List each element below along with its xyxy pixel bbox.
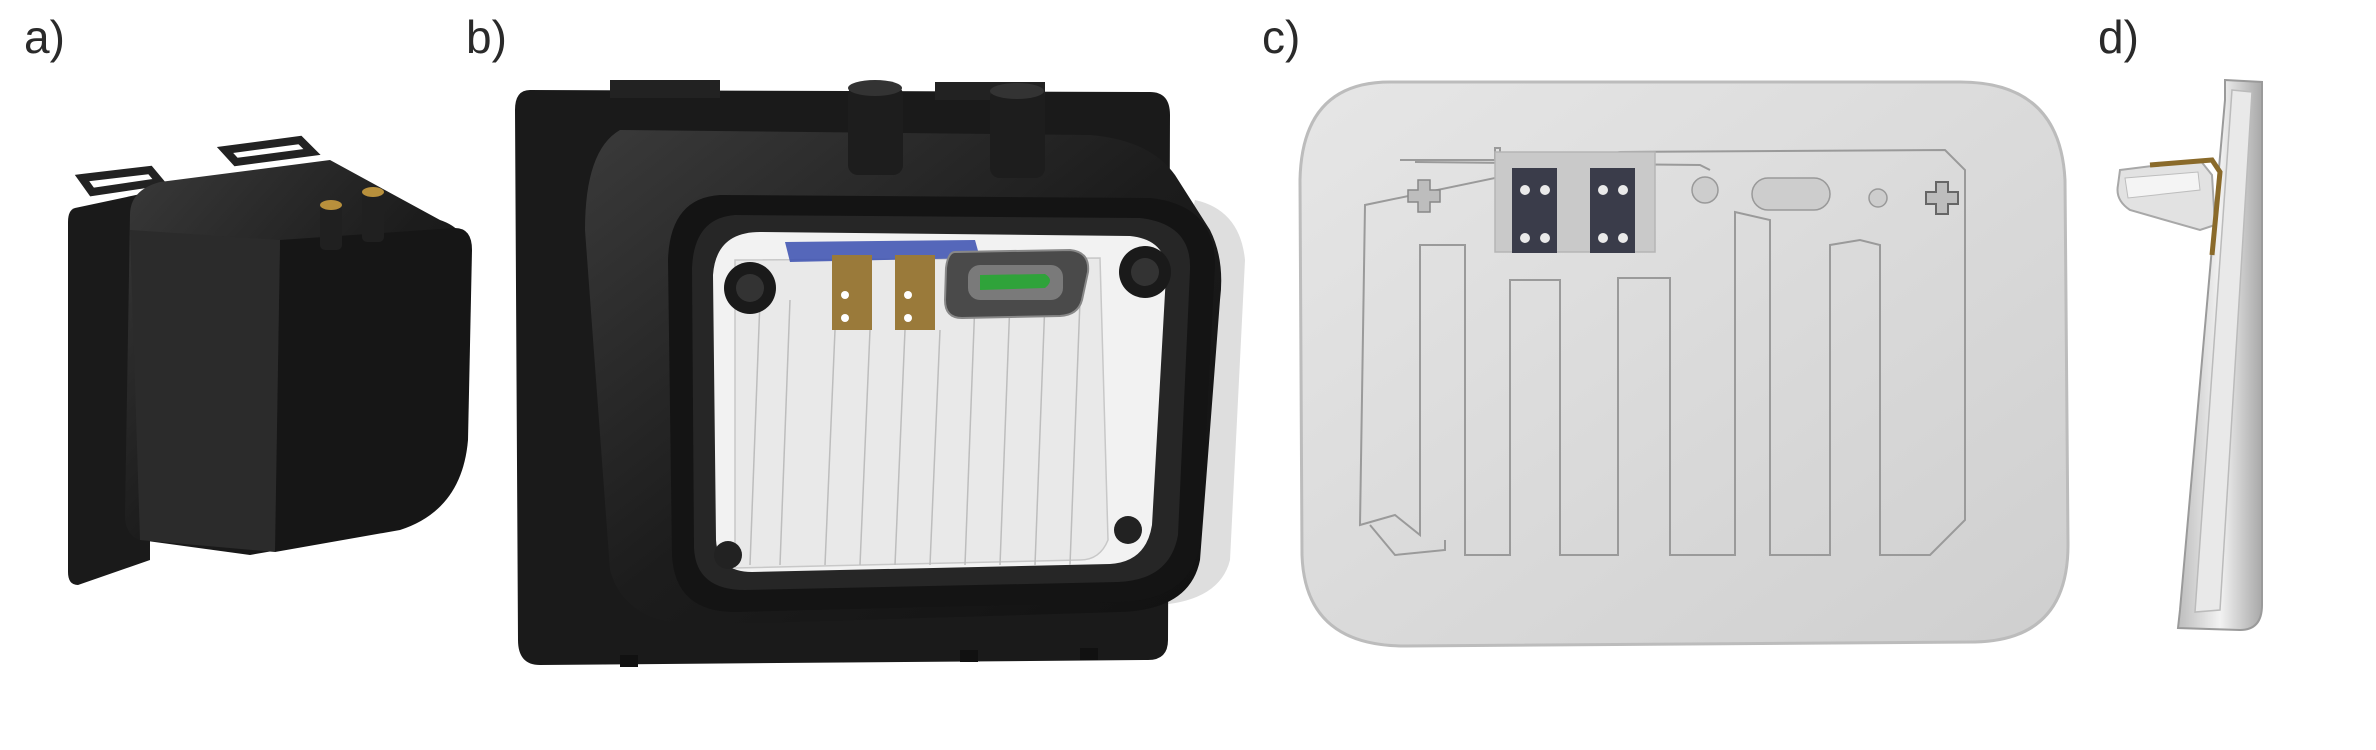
- panel-label-b: b): [466, 11, 507, 63]
- panel-label-a: a): [24, 11, 65, 63]
- panel-a-housing-closed: [68, 135, 472, 585]
- terminal-icon: [832, 255, 872, 330]
- panel-label-c: c): [1262, 11, 1301, 63]
- panel-d-side-view: [2116, 78, 2263, 632]
- brass-port-icon: [320, 200, 342, 210]
- panel-label-d: d): [2098, 11, 2139, 63]
- terminal-icon: [1512, 168, 1557, 253]
- sensor-green-icon: [980, 274, 1050, 290]
- cross-hole-icon: [1407, 179, 1441, 213]
- panel-c-heater-plate: [1298, 80, 2070, 648]
- panel-b-housing-open: [515, 80, 1245, 667]
